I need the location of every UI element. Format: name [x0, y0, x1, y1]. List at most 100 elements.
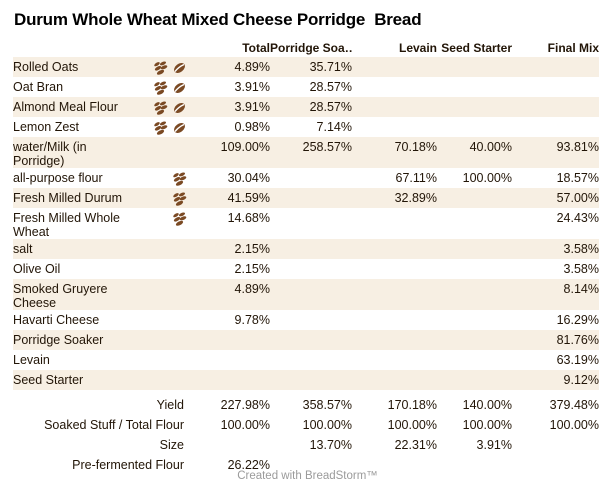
- icon-cell: [144, 353, 190, 354]
- ingredient-label: Fresh Milled Whole Wheat: [13, 211, 120, 239]
- table-row: Olive Oil 2.15% 3.58%: [13, 259, 599, 279]
- summary-label: Size: [159, 438, 184, 452]
- table-header: Total Porridge Soa… Levain Seed Starter …: [13, 37, 599, 57]
- icon-cell: [144, 242, 190, 243]
- table-row: Rolled Oats 4.89% 35.71%: [13, 57, 599, 77]
- value-cell: 170.18%: [387, 398, 437, 412]
- summary-rows: Yield 227.98% 358.57% 170.18% 140.00% 37…: [13, 395, 599, 475]
- page-title: Durum Whole Wheat Mixed Cheese Porridge …: [14, 10, 422, 29]
- ingredient-label: Porridge Soaker: [13, 333, 104, 347]
- value-cell: 7.14%: [316, 120, 352, 134]
- ingredient-label: Olive Oil: [13, 262, 61, 276]
- value-cell: 14.68%: [227, 211, 270, 225]
- table-row: Fresh Milled Whole Wheat 14.68% 24.43%: [13, 208, 599, 239]
- column-header-seed-starter: Seed Starter: [441, 41, 512, 55]
- ingredient-label: Oat Bran: [13, 80, 64, 94]
- ingredient-label: Seed Starter: [13, 373, 84, 387]
- ingredient-label: all-purpose flour: [13, 171, 103, 185]
- table-row: Porridge Soaker 81.76%: [13, 330, 599, 350]
- column-header-total: Total: [242, 41, 270, 55]
- value-cell: 81.76%: [556, 333, 599, 347]
- value-cell: 63.19%: [556, 353, 599, 367]
- table-row: Smoked Gruyere Cheese 4.89% 8.14%: [13, 279, 599, 310]
- value-cell: 2.15%: [234, 242, 270, 256]
- column-header-levain: Levain: [398, 41, 437, 55]
- value-cell: 35.71%: [309, 60, 352, 74]
- value-cell: 100.00%: [462, 418, 512, 432]
- value-cell: 227.98%: [220, 398, 270, 412]
- icon-cell: [144, 211, 190, 226]
- value-cell: 24.43%: [556, 211, 599, 225]
- value-cell: 16.29%: [556, 313, 599, 327]
- leaves-icon: [153, 61, 168, 75]
- ingredient-label: Lemon Zest: [13, 120, 80, 134]
- value-cell: 100.00%: [387, 418, 437, 432]
- ingredient-label: Levain: [13, 353, 50, 367]
- table-row: Havarti Cheese 9.78% 16.29%: [13, 310, 599, 330]
- leaves-icon: [172, 172, 187, 186]
- value-cell: 8.14%: [563, 282, 599, 296]
- summary-row: Yield 227.98% 358.57% 170.18% 140.00% 37…: [13, 395, 599, 415]
- ingredient-label: Rolled Oats: [13, 60, 79, 74]
- icon-cell: [144, 313, 190, 314]
- table-row: all-purpose flour 30.04% 67.11% 100.00% …: [13, 168, 599, 188]
- value-cell: 258.57%: [302, 140, 352, 154]
- formula-report: Durum Whole Wheat Mixed Cheese Porridge …: [0, 10, 615, 486]
- value-cell: 9.78%: [234, 313, 270, 327]
- icon-cell: [144, 262, 190, 263]
- icon-cell: [144, 333, 190, 334]
- value-cell: 379.48%: [549, 398, 599, 412]
- summary-row: Pre-fermented Flour 26.22%: [13, 455, 599, 475]
- bean-icon: [172, 121, 187, 135]
- summary-row: Soaked Stuff / Total Flour 100.00% 100.0…: [13, 415, 599, 435]
- column-header-final-mix: Final Mix: [547, 41, 599, 55]
- icon-cell: [144, 120, 190, 135]
- value-cell: 28.57%: [309, 80, 352, 94]
- icon-cell: [144, 373, 190, 374]
- value-cell: 40.00%: [469, 140, 512, 154]
- icon-cell: [144, 191, 190, 206]
- ingredient-label: salt: [13, 242, 33, 256]
- leaves-icon: [153, 81, 168, 95]
- value-cell: 3.58%: [563, 262, 599, 276]
- ingredient-label: water/Milk (in Porridge): [13, 140, 87, 168]
- leaves-icon: [172, 212, 187, 226]
- icon-cell: [144, 60, 190, 75]
- bean-icon: [172, 61, 187, 75]
- value-cell: 28.57%: [309, 100, 352, 114]
- value-cell: 2.15%: [234, 262, 270, 276]
- value-cell: 41.59%: [227, 191, 270, 205]
- value-cell: 3.91%: [234, 100, 270, 114]
- value-cell: 109.00%: [220, 140, 270, 154]
- summary-row: Size 13.70% 22.31% 3.91%: [13, 435, 599, 455]
- value-cell: 9.12%: [563, 373, 599, 387]
- icon-cell: [144, 282, 190, 283]
- value-cell: 140.00%: [462, 398, 512, 412]
- ingredient-label: Smoked Gruyere Cheese: [13, 282, 108, 310]
- leaves-icon: [153, 101, 168, 115]
- table-row: Fresh Milled Durum 41.59% 32.89% 57.00%: [13, 188, 599, 208]
- table-row: Seed Starter 9.12%: [13, 370, 599, 390]
- value-cell: 100.00%: [462, 171, 512, 185]
- table-row: Lemon Zest 0.98% 7.14%: [13, 117, 599, 137]
- value-cell: 4.89%: [234, 282, 270, 296]
- summary-label: Pre-fermented Flour: [72, 458, 184, 472]
- formula-table: Total Porridge Soa… Levain Seed Starter …: [13, 37, 599, 475]
- value-cell: 13.70%: [309, 438, 352, 452]
- value-cell: 100.00%: [549, 418, 599, 432]
- value-cell: 57.00%: [556, 191, 599, 205]
- value-cell: 0.98%: [234, 120, 270, 134]
- footer-credit: Created with BreadStorm™: [237, 470, 378, 482]
- value-cell: 100.00%: [302, 418, 352, 432]
- table-row: Almond Meal Flour 3.91% 28.57%: [13, 97, 599, 117]
- icon-cell: [144, 100, 190, 115]
- value-cell: 3.91%: [234, 80, 270, 94]
- table-row: water/Milk (in Porridge) 109.00% 258.57%…: [13, 137, 599, 168]
- icon-cell: [144, 140, 190, 141]
- leaves-icon: [172, 192, 187, 206]
- value-cell: 4.89%: [234, 60, 270, 74]
- value-cell: 67.11%: [395, 171, 437, 185]
- leaves-icon: [153, 121, 168, 135]
- table-row: salt 2.15% 3.58%: [13, 239, 599, 259]
- table-row: Oat Bran 3.91% 28.57%: [13, 77, 599, 97]
